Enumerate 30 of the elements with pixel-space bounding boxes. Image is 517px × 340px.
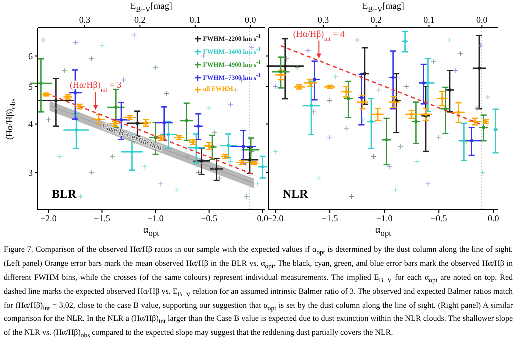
x2-tick-label: 0.0 [476,15,488,25]
annotation: NLR [283,187,309,201]
x2-axis-title: E$_{B−V}$[mag] [362,1,406,14]
x2-tick-label: 0.2 [370,15,382,25]
x-tick-label: −2.0 [40,213,58,224]
y-tick-label: 6 [28,51,34,62]
x-tick-label: 0.0 [488,213,500,224]
y-tick-label: 5 [28,82,34,92]
x2-tick-label: 0.0 [245,15,257,25]
x2-tick-label: 0.1 [190,15,202,25]
x-tick-label: −0.5 [430,213,448,224]
y-tick-label: 4 [28,119,34,130]
text: Figure 7. Comparison of the observed Hα/Hβ ratios in our sample with the expected values if α$_{opt}$ is determined by the dust column along the line of sight. (Left panel) Orange error bars mark the mean observed Hα/Hβ in the BLR vs. α$_{opt}$. The black, cyan, green, and blue error bars mark the observed Hα/Hβ in different FWHM bins, while the crosses (of the same colours) represent individual measurements. The implied E$_{B−V}$ for each α$_{opt}$ are noted on top. Red dashed line marks the expected observed Hα/Hβ vs. E$_{B−V}$ relation for an assumed intrinsic Balmer ratio of 3. The observed and expected Balmer ratios match for (Hα/Hβ)$_{int}$ = 3.02, close to the case B value, supporting our suggestion that α$_{opt}$ is set by the dust column along the line of sight. (Right panel) A similar comparison for the NLR. In the NLR a (Hα/Hβ)$_{int}$ larger than the Case B value is expected due to dust extinction within the NLR clouds. The shallower slope of the NLR vs. (Hα/Hβ)$_{obs}$ compared to the expected slope may suggest that the reddening dust partially covers the NLR. [4,245,514,340]
x2-tick-label: 0.1 [424,15,435,25]
x-tick-label: −1.5 [322,213,339,224]
x2-tick-label: 0.2 [134,15,146,25]
x-tick-label: −0.5 [201,213,218,224]
x-tick-label: −1.5 [94,213,111,224]
x-tick-label: −1.0 [148,213,164,224]
x2-tick-label: 0.3 [79,15,92,25]
x-axis-title: α$_{opt}$ [142,225,160,238]
x-tick-label: −2.0 [267,213,284,224]
y-tick-label: 3 [28,168,34,178]
annotation: BLR [52,187,78,201]
annotation: (Hα/Hβ)$_{int}$ = 4 [293,28,346,42]
x2-axis-title: E$_{B−V}$[mag] [130,1,174,14]
x-tick-label: 0.0 [257,213,269,224]
x2-tick-label: 0.3 [318,15,330,25]
x-tick-label: −1.0 [376,213,394,224]
x-axis-title: α$_{opt}$ [374,225,392,238]
